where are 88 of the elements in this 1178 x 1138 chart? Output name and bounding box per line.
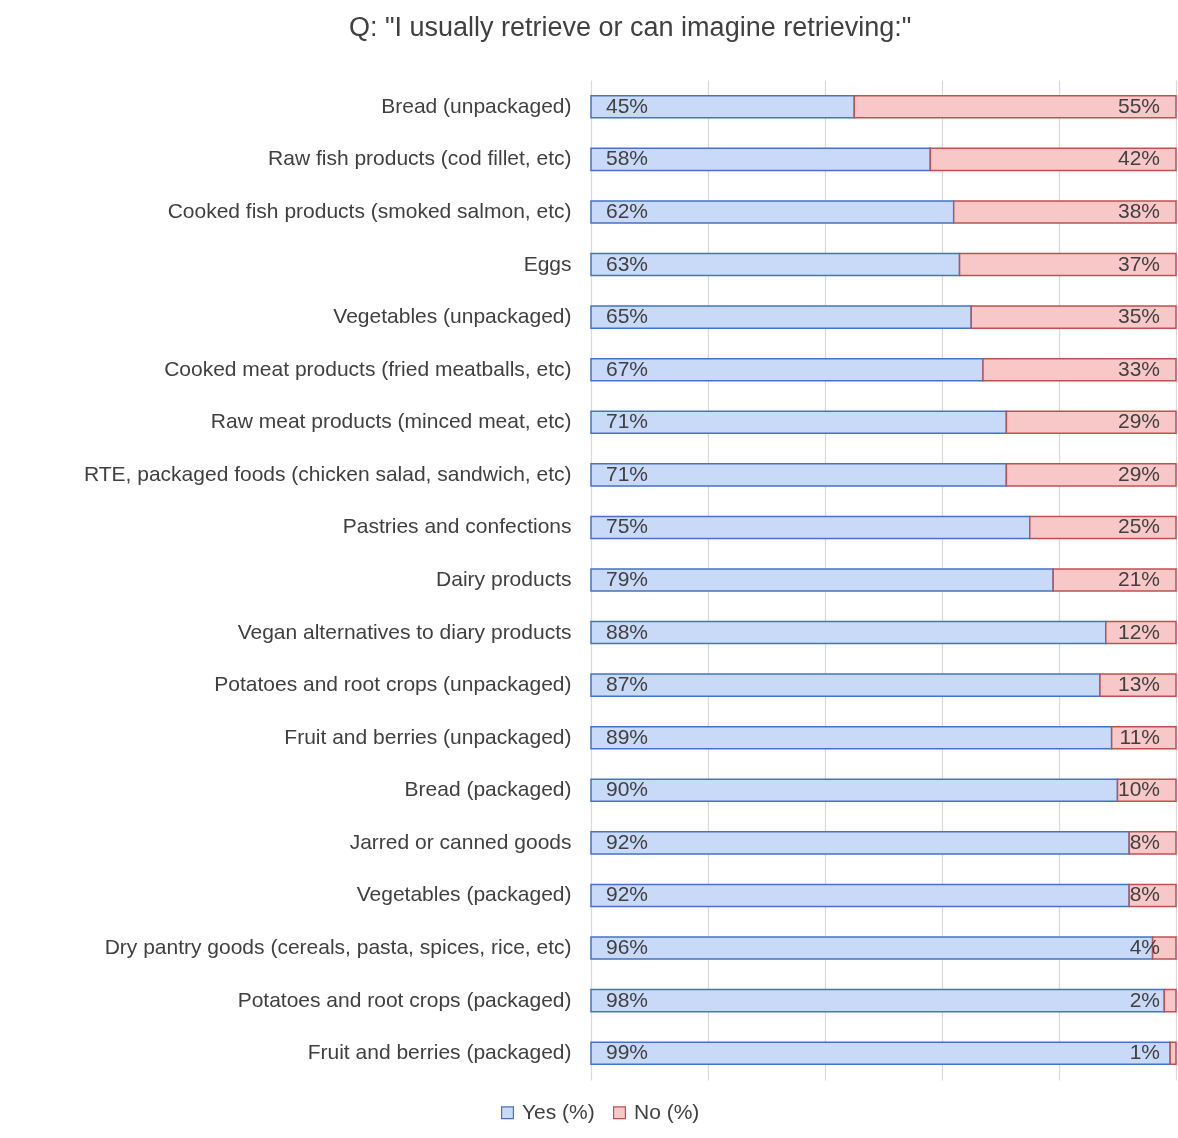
data-label: 29%: [1117, 461, 1160, 485]
data-label: 25%: [1117, 514, 1160, 538]
bar: [590, 1041, 1171, 1065]
y-tick-label: Vegan alternatives to diary products: [237, 619, 572, 643]
data-label: 10%: [1117, 777, 1160, 801]
data-label: 92%: [606, 829, 649, 853]
data-label: 38%: [1117, 198, 1160, 222]
data-label: 1%: [1129, 1040, 1160, 1064]
bar: [1163, 988, 1177, 1013]
bar: [929, 147, 1177, 172]
bar: [590, 252, 961, 277]
bar: [590, 620, 1107, 645]
y-tick-label: Bread (unpackaged): [381, 93, 572, 117]
y-tick-label: Eggs: [523, 251, 572, 275]
data-label: 8%: [1129, 882, 1160, 906]
bar: [952, 200, 1177, 224]
bar: [1169, 1041, 1177, 1065]
bar: [982, 357, 1177, 382]
y-tick-label: Raw meat products (minced meat, etc): [210, 409, 572, 433]
bar: [590, 988, 1166, 1013]
y-tick-label: Pastries and confections: [342, 514, 572, 538]
data-label: 67%: [606, 356, 649, 380]
y-tick-label: Dairy products: [436, 567, 572, 590]
data-label: 21%: [1117, 567, 1160, 590]
bar: [590, 95, 855, 119]
data-label: 33%: [1117, 356, 1160, 380]
y-tick-label: Fruit and berries (packaged): [307, 1040, 572, 1064]
bar: [590, 410, 1008, 435]
bar: [958, 252, 1177, 277]
data-label: 2%: [1129, 987, 1160, 1011]
bar: [590, 725, 1113, 750]
data-label: 92%: [606, 882, 649, 906]
data-label: 89%: [606, 724, 649, 748]
bar: [970, 305, 1177, 329]
data-label: 11%: [1119, 724, 1160, 748]
legend-label: Yes (%): [522, 1099, 595, 1123]
data-label: 55%: [1117, 93, 1160, 117]
data-label: 35%: [1117, 304, 1160, 328]
data-label: 29%: [1117, 409, 1160, 433]
data-label: 87%: [606, 672, 649, 696]
bar: [1005, 410, 1177, 435]
data-label: 88%: [606, 619, 649, 643]
data-label: 71%: [606, 461, 649, 485]
bar: [590, 673, 1101, 697]
data-label: 62%: [606, 198, 649, 222]
y-tick-label: Jarred or canned goods: [349, 829, 572, 853]
data-label: 8%: [1129, 829, 1160, 853]
bar: [590, 778, 1119, 803]
y-tick-label: Vegetables (unpackaged): [333, 304, 572, 328]
y-tick-label: Potatoes and root crops (packaged): [237, 987, 572, 1011]
bar: [590, 831, 1130, 855]
y-tick-label: Bread (packaged): [404, 777, 572, 801]
data-label: 58%: [606, 146, 649, 170]
bar: [590, 200, 955, 224]
bar: [853, 95, 1177, 119]
bar: [590, 305, 972, 329]
bar: [590, 357, 984, 382]
y-tick-label: Potatoes and root crops (unpackaged): [214, 672, 572, 696]
y-tick-label: Vegetables (packaged): [356, 882, 572, 906]
data-label: 42%: [1117, 146, 1160, 170]
y-tick-label: Cooked meat products (fried meatballs, etc): [164, 356, 572, 380]
data-label: 96%: [606, 935, 649, 959]
data-label: 90%: [606, 777, 649, 801]
data-label: 65%: [606, 304, 649, 328]
y-tick-label: Cooked fish products (smoked salmon, etc): [167, 198, 572, 222]
y-tick-label: RTE, packaged foods (chicken salad, sandwich, etc): [83, 461, 572, 485]
bar: [1005, 463, 1177, 487]
bar: [590, 568, 1054, 592]
data-label: 98%: [606, 987, 649, 1011]
data-label: 37%: [1117, 251, 1160, 275]
data-label: 71%: [606, 409, 649, 433]
y-tick-label: Fruit and berries (unpackaged): [284, 724, 572, 748]
y-tick-label: Dry pantry goods (cereals, pasta, spices, rice, etc): [104, 935, 572, 959]
data-label: 45%: [606, 93, 649, 117]
bar: [590, 883, 1130, 908]
chart-title: Q: "I usually retrieve or can imagine retrieving:": [348, 12, 912, 42]
data-label: 12%: [1117, 619, 1160, 643]
data-label: 13%: [1117, 672, 1160, 696]
bar: [1052, 568, 1177, 592]
bar: [590, 463, 1008, 487]
bar: [590, 515, 1031, 540]
legend-label: No (%): [634, 1099, 700, 1123]
y-tick-label: Raw fish products (cod fillet, etc): [268, 146, 572, 170]
data-label: 63%: [606, 251, 649, 275]
data-label: 75%: [606, 514, 649, 538]
bar: [590, 147, 932, 172]
data-label: 79%: [606, 567, 649, 590]
data-label: 99%: [606, 1040, 649, 1064]
